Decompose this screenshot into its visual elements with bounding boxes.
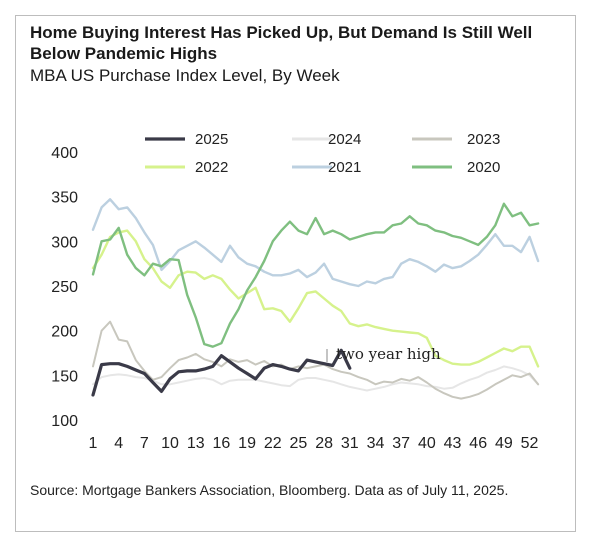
legend-label-2024: 2024 [328,131,361,148]
series-line-2022 [91,229,540,368]
source-note: Source: Mortgage Bankers Association, Bl… [30,482,509,498]
x-tick-label: 7 [140,435,149,452]
series-line-2025 [91,348,352,397]
x-tick-label: 13 [187,435,205,452]
y-tick-label: 100 [51,413,78,430]
series-line-2021 [91,198,540,288]
y-tick-label: 300 [51,234,78,251]
series-lines [91,198,540,400]
y-tick-label: 400 [51,145,78,162]
x-tick-label: 4 [114,435,123,452]
x-tick-label: 1 [89,435,98,452]
annotation-group: two year high [326,345,441,363]
x-tick-label: 25 [290,435,308,452]
x-tick-label: 52 [521,435,539,452]
chart-frame [15,15,576,532]
chart-title: Home Buying Interest Has Picked Up, But … [30,23,533,63]
y-axis-ticks: 100 150 200 250 300 350 400 [51,145,78,430]
legend-label-2023: 2023 [467,131,500,148]
x-tick-label: 40 [418,435,436,452]
x-tick-label: 22 [264,435,282,452]
x-tick-label: 43 [444,435,462,452]
x-tick-label: 49 [495,435,513,452]
x-tick-label: 16 [213,435,231,452]
x-tick-label: 19 [238,435,256,452]
series-line-2020 [91,202,540,348]
chart-subtitle: MBA US Purchase Index Level, By Week [30,66,340,85]
x-tick-label: 46 [469,435,487,452]
legend-label-2025: 2025 [195,131,228,148]
legend-label-2022: 2022 [195,159,228,176]
y-tick-label: 200 [51,324,78,341]
x-axis-ticks: 1 4 7 10 13 16 19 22 25 28 31 34 37 40 43 46 49 52 [89,435,539,452]
y-tick-label: 350 [51,190,78,207]
x-tick-label: 28 [315,435,333,452]
x-tick-label: 34 [367,435,385,452]
x-tick-label: 37 [392,435,410,452]
annotation-two-year-high: two year high [336,345,441,363]
x-tick-label: 31 [341,435,359,452]
y-tick-label: 250 [51,279,78,296]
y-tick-label: 150 [51,368,78,385]
series-line-2023 [92,320,540,400]
chart-legend: 2025 2024 2023 2022 2021 2020 [145,131,500,176]
x-tick-label: 10 [161,435,179,452]
legend-label-2021: 2021 [328,159,361,176]
legend-label-2020: 2020 [467,159,500,176]
